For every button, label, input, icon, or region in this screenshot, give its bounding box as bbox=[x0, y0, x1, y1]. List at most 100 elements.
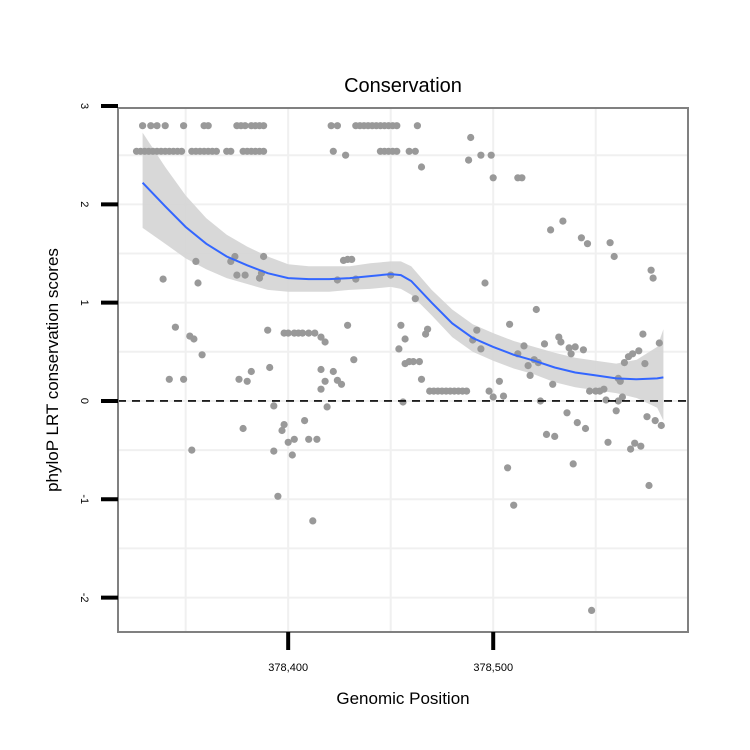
data-point bbox=[333, 276, 341, 284]
data-point bbox=[557, 338, 565, 346]
data-point bbox=[180, 122, 188, 130]
data-point bbox=[333, 122, 341, 130]
data-point bbox=[233, 271, 241, 279]
data-point bbox=[565, 344, 573, 352]
data-point bbox=[577, 234, 586, 242]
data-point bbox=[227, 147, 235, 155]
data-point bbox=[477, 345, 485, 353]
data-point bbox=[526, 371, 534, 379]
data-point bbox=[569, 460, 577, 468]
data-point bbox=[159, 275, 167, 283]
data-point bbox=[499, 392, 508, 400]
data-point bbox=[270, 447, 278, 455]
data-point bbox=[405, 147, 413, 155]
data-point bbox=[542, 430, 551, 438]
data-point bbox=[610, 252, 618, 261]
data-point bbox=[350, 356, 358, 364]
data-point bbox=[583, 240, 592, 248]
data-point bbox=[153, 122, 161, 130]
data-point bbox=[329, 367, 337, 376]
data-point bbox=[139, 122, 147, 130]
data-point bbox=[417, 375, 426, 383]
data-point bbox=[260, 147, 268, 155]
data-point bbox=[417, 163, 426, 171]
data-point bbox=[284, 329, 292, 337]
data-point bbox=[321, 338, 329, 346]
data-point bbox=[600, 385, 608, 393]
y-tick-label: -1 bbox=[78, 494, 90, 504]
y-tick-label: -2 bbox=[78, 593, 90, 603]
data-point bbox=[604, 438, 612, 446]
data-point bbox=[284, 438, 292, 446]
data-point bbox=[342, 151, 350, 159]
data-point bbox=[337, 380, 346, 388]
data-point bbox=[180, 375, 188, 383]
data-point bbox=[487, 151, 495, 159]
data-point bbox=[305, 435, 313, 443]
data-point bbox=[620, 359, 629, 367]
data-point bbox=[567, 350, 575, 358]
data-point bbox=[198, 351, 206, 359]
data-point bbox=[579, 346, 588, 354]
data-point bbox=[467, 133, 475, 142]
y-axis-title: phyloP LRT conservation scores bbox=[43, 248, 62, 492]
data-point bbox=[637, 442, 645, 450]
data-point bbox=[190, 335, 198, 343]
data-point bbox=[309, 517, 317, 525]
data-point bbox=[301, 417, 309, 425]
data-point bbox=[635, 347, 643, 355]
data-point bbox=[317, 385, 325, 393]
data-point bbox=[477, 151, 485, 159]
data-point bbox=[329, 147, 337, 155]
data-point bbox=[264, 326, 272, 334]
data-point bbox=[559, 217, 567, 225]
data-point bbox=[614, 397, 622, 405]
data-point bbox=[504, 464, 512, 472]
data-point bbox=[327, 122, 335, 130]
data-point bbox=[612, 407, 620, 415]
data-point bbox=[393, 122, 401, 130]
data-point bbox=[415, 358, 423, 366]
data-point bbox=[409, 358, 417, 366]
x-axis-title: Genomic Position bbox=[336, 689, 469, 708]
data-point bbox=[643, 413, 651, 421]
data-point bbox=[547, 226, 555, 234]
data-point bbox=[657, 421, 665, 430]
data-point bbox=[655, 339, 663, 347]
panel-border bbox=[117, 107, 689, 633]
data-point bbox=[298, 329, 307, 337]
data-point bbox=[239, 424, 247, 433]
data-point bbox=[344, 321, 352, 329]
data-point bbox=[520, 342, 528, 350]
data-point bbox=[424, 325, 432, 333]
data-point bbox=[532, 305, 540, 314]
data-point bbox=[188, 446, 196, 454]
data-point bbox=[551, 432, 559, 440]
data-point bbox=[563, 409, 571, 417]
data-point bbox=[192, 257, 200, 265]
data-point bbox=[280, 421, 288, 429]
y-tick-label: 3 bbox=[78, 103, 90, 109]
data-point bbox=[147, 122, 155, 130]
chart-title: Conservation bbox=[344, 75, 462, 97]
data-point bbox=[290, 435, 298, 443]
data-point bbox=[288, 451, 296, 459]
data-point bbox=[348, 255, 356, 263]
data-point bbox=[641, 360, 649, 368]
data-point bbox=[260, 122, 268, 130]
data-point bbox=[270, 402, 278, 410]
data-point bbox=[540, 340, 549, 348]
data-point bbox=[411, 147, 419, 155]
data-point bbox=[586, 387, 594, 395]
y-tick-label: 2 bbox=[78, 201, 90, 207]
data-point bbox=[506, 320, 514, 328]
data-point bbox=[313, 435, 321, 443]
data-point bbox=[651, 417, 659, 425]
smooth-trend-line bbox=[141, 182, 664, 381]
data-point bbox=[581, 424, 590, 433]
data-point bbox=[311, 329, 319, 337]
data-point bbox=[645, 481, 653, 490]
data-point bbox=[323, 403, 331, 411]
data-point bbox=[489, 174, 497, 182]
data-point bbox=[473, 326, 481, 334]
